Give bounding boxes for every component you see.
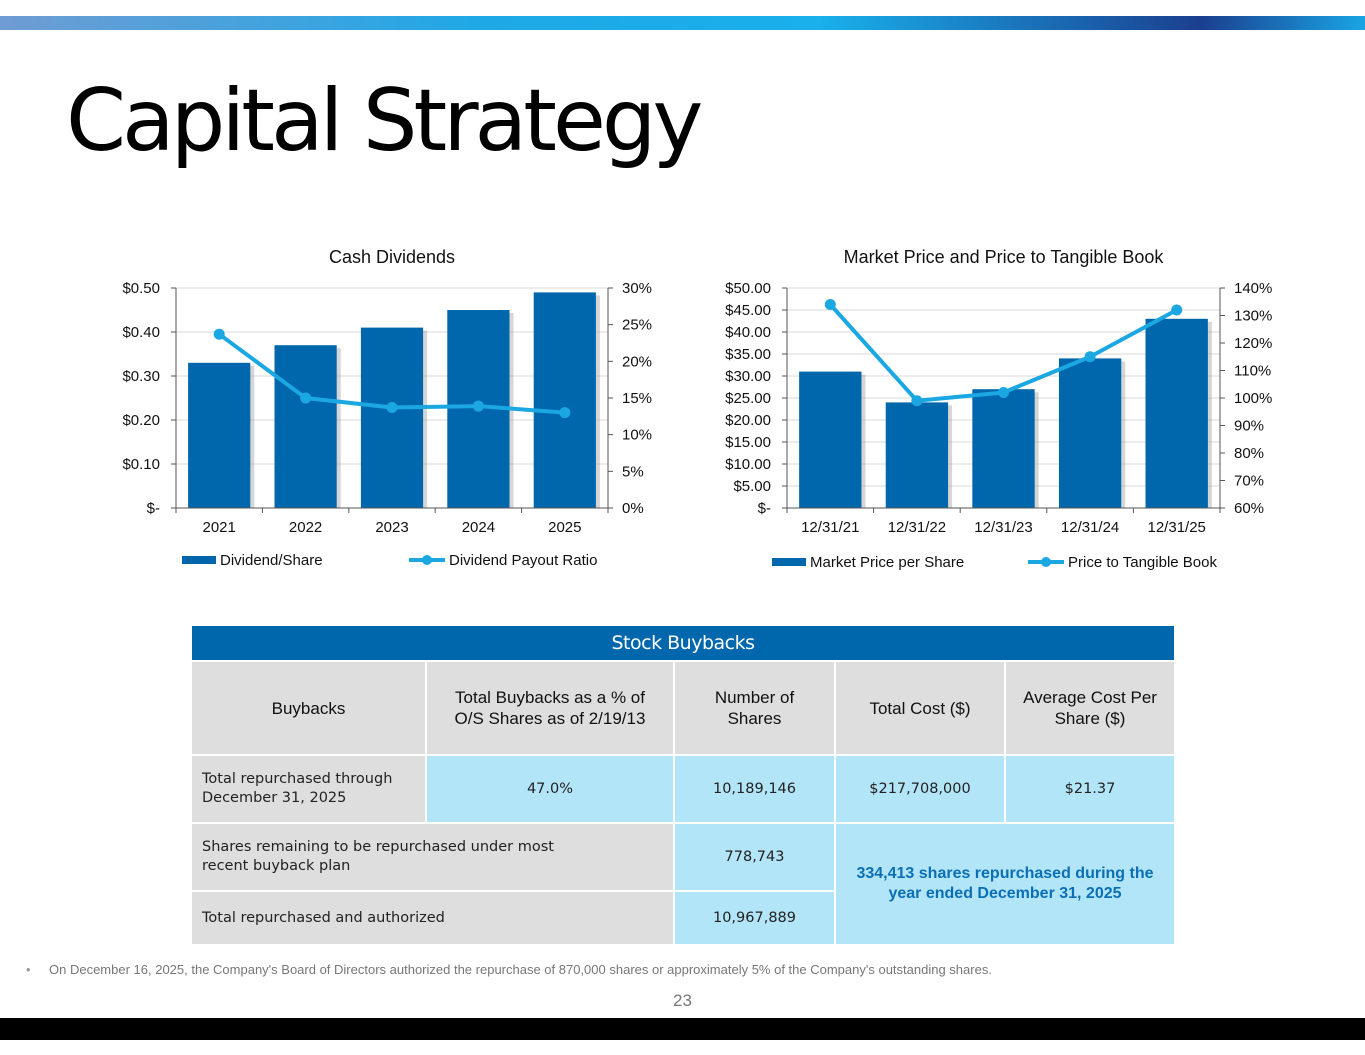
dividends-left-tick-label: $0.20 bbox=[122, 412, 160, 429]
market-bar bbox=[1058, 358, 1122, 508]
row-remaining-label: Shares remaining to be repurchased under… bbox=[190, 822, 675, 892]
dividends-x-tick-label: 2024 bbox=[462, 519, 495, 536]
market-line-point bbox=[911, 395, 923, 407]
table-title: Stock Buybacks bbox=[190, 624, 1176, 662]
dividends-title: Cash Dividends bbox=[329, 247, 455, 267]
row-total-authorized-label: Total repurchased and authorized bbox=[190, 890, 675, 946]
dividends-left-tick-label: $0.40 bbox=[122, 324, 160, 341]
buyback-year-note: 334,413 shares repurchased during the ye… bbox=[834, 822, 1176, 946]
dividends-legend-bar-swatch bbox=[182, 556, 216, 564]
dividends-bar bbox=[360, 327, 424, 508]
dividends-legend-bar-label: Dividend/Share bbox=[220, 552, 323, 569]
market-right-tick-label: 90% bbox=[1234, 418, 1264, 435]
dividends-line-point bbox=[300, 392, 312, 404]
header-number-of-shares: Number of Shares bbox=[673, 660, 836, 756]
dividends-bar bbox=[274, 345, 337, 508]
dividends-left-tick-label: $0.10 bbox=[122, 456, 160, 473]
dividends-right-tick-label: 0% bbox=[622, 500, 644, 517]
row-remaining-shares: 778,743 bbox=[673, 822, 836, 892]
row-total-repurchased-avg: $21.37 bbox=[1004, 754, 1176, 824]
market-right-tick-label: 120% bbox=[1234, 335, 1272, 352]
top-gradient-bar bbox=[0, 16, 1365, 30]
market-bar bbox=[885, 402, 949, 508]
market-left-tick-label: $- bbox=[758, 500, 771, 517]
market-left-tick-label: $15.00 bbox=[725, 434, 771, 451]
page-title: Capital Strategy bbox=[66, 71, 703, 171]
market-right-tick-label: 130% bbox=[1234, 308, 1272, 325]
market-right-tick-label: 60% bbox=[1234, 500, 1264, 517]
dividends-legend-line-label: Dividend Payout Ratio bbox=[449, 552, 597, 569]
dividends-left-tick-label: $- bbox=[147, 500, 160, 517]
market-x-tick-label: 12/31/25 bbox=[1148, 519, 1206, 536]
dividends-left-tick-label: $0.30 bbox=[122, 368, 160, 385]
stock-buybacks-table: Stock Buybacks Buybacks Total Buybacks a… bbox=[190, 624, 1176, 946]
dividends-right-tick-label: 30% bbox=[622, 280, 652, 297]
header-average-cost: Average Cost Per Share ($) bbox=[1004, 660, 1176, 756]
market-legend-bar-swatch bbox=[772, 558, 806, 566]
market-x-tick-label: 12/31/24 bbox=[1061, 519, 1119, 536]
market-left-tick-label: $30.00 bbox=[725, 368, 771, 385]
market-legend-bar-label: Market Price per Share bbox=[810, 554, 964, 571]
row-total-repurchased-cost: $217,708,000 bbox=[834, 754, 1006, 824]
footnote-bullet: • bbox=[26, 962, 31, 977]
row-total-authorized-shares: 10,967,889 bbox=[673, 890, 836, 946]
market-right-tick-label: 80% bbox=[1234, 445, 1264, 462]
header-pct-os-shares: Total Buybacks as a % of O/S Shares as o… bbox=[425, 660, 675, 756]
market-legend-line-marker bbox=[1041, 557, 1051, 567]
dividends-right-tick-label: 20% bbox=[622, 353, 652, 370]
market-x-tick-label: 12/31/22 bbox=[888, 519, 946, 536]
cash-dividends-chart: Cash Dividends $- $0.10 $0.20 $0.30 $0.40 $0.5… bbox=[122, 247, 652, 569]
dividends-right-tick-label: 15% bbox=[622, 390, 652, 407]
dividends-line-point bbox=[472, 400, 484, 412]
dividends-line-point bbox=[559, 407, 571, 419]
market-right-tick-label: 100% bbox=[1234, 390, 1272, 407]
market-x-tick-label: 12/31/21 bbox=[801, 519, 859, 536]
dividends-legend-line-marker bbox=[422, 555, 432, 565]
market-line-point bbox=[824, 299, 836, 310]
market-left-tick-label: $40.00 bbox=[725, 324, 771, 341]
market-legend-line-label: Price to Tangible Book bbox=[1068, 554, 1217, 571]
dividends-x-tick-label: 2025 bbox=[548, 519, 581, 536]
market-bar bbox=[972, 389, 1035, 508]
market-right-tick-label: 70% bbox=[1234, 473, 1264, 490]
market-left-tick-label: $20.00 bbox=[725, 412, 771, 429]
market-line-point bbox=[998, 387, 1009, 398]
market-bar bbox=[1145, 318, 1208, 508]
header-total-cost: Total Cost ($) bbox=[834, 660, 1006, 756]
footnote: • On December 16, 2025, the Company's Boa… bbox=[26, 962, 992, 977]
market-left-tick-label: $25.00 bbox=[725, 390, 771, 407]
dividends-x-tick-label: 2022 bbox=[289, 519, 322, 536]
bottom-black-bar bbox=[0, 1018, 1365, 1040]
dividends-right-tick-label: 5% bbox=[622, 463, 644, 480]
dividends-line-point bbox=[213, 328, 225, 340]
dividends-right-tick-label: 10% bbox=[622, 427, 652, 444]
row-total-repurchased-label: Total repurchased through December 31, 2… bbox=[190, 754, 427, 824]
dividends-right-tick-label: 25% bbox=[622, 317, 652, 334]
market-line-point bbox=[1171, 304, 1183, 316]
dividends-x-tick-label: 2023 bbox=[375, 519, 408, 536]
market-line-point bbox=[1084, 351, 1096, 363]
market-left-tick-label: $5.00 bbox=[733, 478, 771, 495]
header-buybacks: Buybacks bbox=[190, 660, 427, 756]
market-x-tick-label: 12/31/23 bbox=[974, 519, 1032, 536]
dividends-bar bbox=[533, 292, 596, 508]
market-left-tick-label: $45.00 bbox=[725, 302, 771, 319]
row-total-repurchased-shares: 10,189,146 bbox=[673, 754, 836, 824]
dividends-left-tick-label: $0.50 bbox=[122, 280, 160, 297]
market-bar bbox=[799, 371, 862, 508]
page-number: 23 bbox=[673, 991, 692, 1010]
market-right-tick-label: 110% bbox=[1234, 363, 1271, 380]
market-left-tick-label: $10.00 bbox=[725, 456, 771, 473]
footnote-text: On December 16, 2025, the Company's Boar… bbox=[49, 962, 992, 977]
row-total-repurchased-pct: 47.0% bbox=[425, 754, 675, 824]
market-price-chart: Market Price and Price to Tangible Book $… bbox=[725, 247, 1272, 571]
market-left-tick-label: $50.00 bbox=[725, 280, 771, 297]
dividends-line-point bbox=[386, 402, 398, 414]
market-left-tick-label: $35.00 bbox=[725, 346, 771, 363]
market-right-tick-label: 140% bbox=[1234, 280, 1272, 297]
market-title: Market Price and Price to Tangible Book bbox=[844, 247, 1165, 267]
dividends-x-tick-label: 2021 bbox=[203, 519, 236, 536]
dividends-bar bbox=[188, 362, 251, 508]
